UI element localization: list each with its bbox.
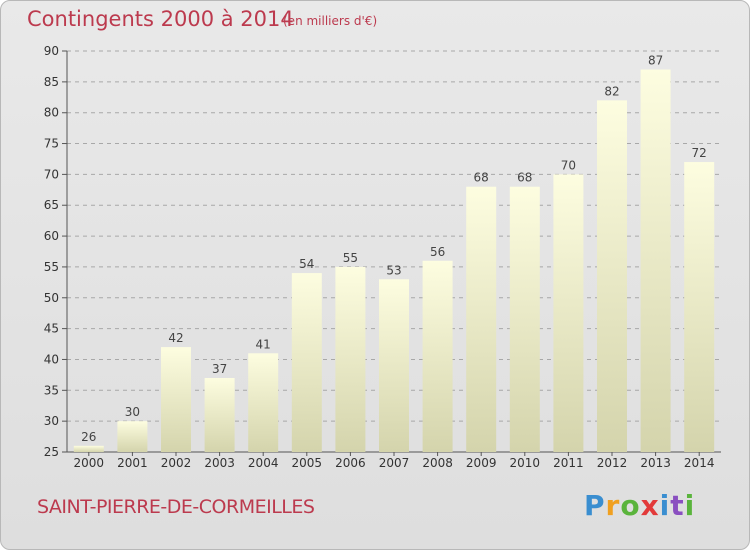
labels: 26 30 42 37 41 54 55 53 56 68 68 70 82 87 72	[81, 54, 707, 444]
y-tick-label-85: 85	[44, 75, 59, 89]
y-tick-label-35: 35	[44, 383, 59, 397]
x-tick-label-2003: 2003	[204, 456, 235, 470]
y-tick-label-80: 80	[44, 106, 59, 120]
y-tick-label-50: 50	[44, 291, 59, 305]
bar-2003	[204, 377, 235, 452]
x-tick-label-2007: 2007	[379, 456, 410, 470]
data-label-2007: 53	[386, 263, 401, 277]
bar-2005	[291, 273, 322, 452]
x-tick-label-2002: 2002	[161, 456, 192, 470]
y-tick-label-75: 75	[44, 137, 59, 151]
data-label-2009: 68	[474, 171, 489, 185]
y-tick-label-45: 45	[44, 322, 59, 336]
x-tick-label-2001: 2001	[117, 456, 148, 470]
data-label-2006: 55	[343, 251, 358, 265]
data-label-2014: 72	[692, 146, 707, 160]
y-tick-label-55: 55	[44, 260, 59, 274]
bar-2013	[640, 69, 671, 452]
bar-2004	[248, 353, 279, 452]
data-label-2008: 56	[430, 245, 445, 259]
bar-2014	[684, 162, 715, 453]
y-tick-label-60: 60	[44, 229, 59, 243]
x-tick-label-2013: 2013	[640, 456, 671, 470]
x-tick-label-2006: 2006	[335, 456, 366, 470]
data-label-2001: 30	[125, 405, 140, 419]
x-tick-label-2009: 2009	[466, 456, 497, 470]
y-tick-label-30: 30	[44, 414, 59, 428]
proxiti-logo[interactable]: Proxiti	[584, 489, 696, 522]
bar-2002	[161, 347, 191, 452]
y-tick-label-25: 25	[44, 445, 59, 459]
data-label-2002: 42	[168, 331, 183, 345]
y-tick-label-40: 40	[44, 352, 59, 366]
data-label-2004: 41	[256, 337, 271, 351]
data-label-2003: 37	[212, 362, 227, 376]
bar-2011	[553, 174, 584, 452]
x-tick-label-2005: 2005	[292, 456, 323, 470]
bars	[73, 69, 715, 453]
x-tick-label-2010: 2010	[510, 456, 541, 470]
bar-2001	[117, 421, 148, 452]
bar-2012	[597, 100, 627, 452]
x-tick-label-2000: 2000	[74, 456, 105, 470]
chart-subtitle: (en milliers d'€)	[283, 14, 378, 28]
x-tick-label-2008: 2008	[422, 456, 453, 470]
data-label-2011: 70	[561, 158, 576, 172]
y-tick-label-65: 65	[44, 198, 59, 212]
y-tick-label-90: 90	[44, 44, 59, 58]
y-tick-label-70: 70	[44, 167, 59, 181]
chart-title: Contingents 2000 à 2014	[27, 7, 294, 31]
bar-2000	[73, 445, 104, 452]
data-label-2000: 26	[81, 430, 96, 444]
bar-2006	[335, 266, 366, 452]
data-label-2005: 54	[299, 257, 314, 271]
bar-2008	[422, 260, 453, 452]
data-label-2012: 82	[604, 84, 619, 98]
bar-2009	[466, 186, 497, 452]
bar-2007	[379, 279, 409, 452]
x-tick-label-2014: 2014	[684, 456, 715, 470]
commune-name: SAINT-PIERRE-DE-CORMEILLES	[37, 496, 315, 518]
data-label-2013: 87	[648, 54, 663, 68]
x-tick-label-2012: 2012	[597, 456, 628, 470]
x-tick-label-2011: 2011	[553, 456, 584, 470]
bar-2010	[509, 186, 540, 452]
data-label-2010: 68	[517, 171, 532, 185]
axes: 25 30 35 40 45 50 55 60 65 70 75 80 85 90 2000 2001 2002…	[44, 44, 721, 470]
x-tick-label-2004: 2004	[248, 456, 279, 470]
